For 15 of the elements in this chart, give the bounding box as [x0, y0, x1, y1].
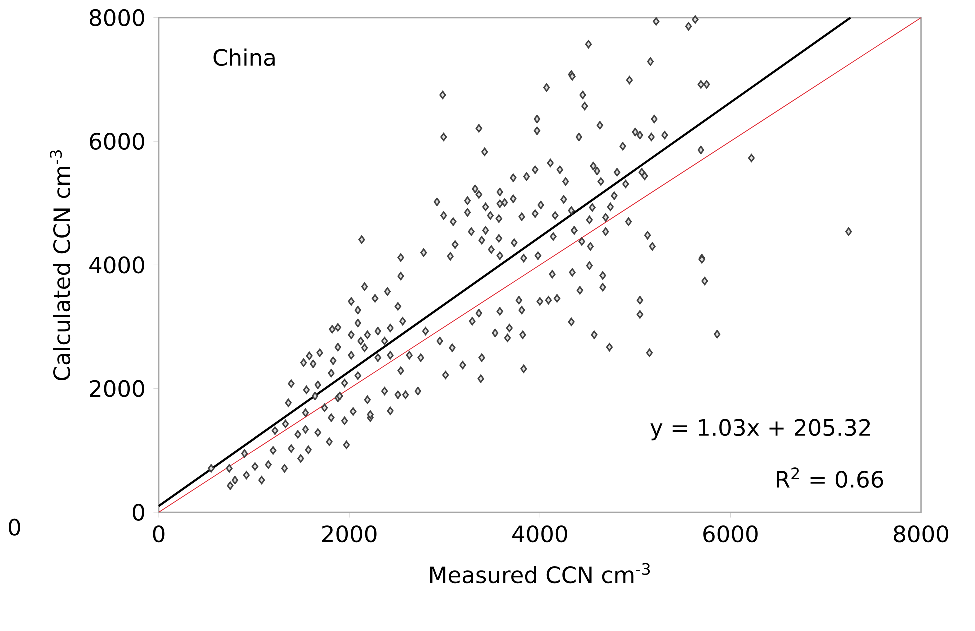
annotation: China [214, 48, 275, 66]
annotation: y = 1.03x + 205.32 [650, 419, 870, 441]
y-tick-label: 6000 [90, 133, 144, 150]
y-axis-title: Calculated CCN cm$^{-3}$ [50, 150, 71, 381]
y-tick-label: 4000 [90, 256, 144, 274]
x-tick-label: 0 [153, 526, 165, 543]
y-tick-label: 2000 [90, 380, 144, 398]
x-axis-title: Measured CCN cm$^{-3}$ [430, 563, 650, 584]
annotation: R$^{2}$ = 0.66 [777, 468, 884, 488]
x-tick-label: 2000 [322, 526, 377, 543]
y-tick-label: 8000 [90, 9, 144, 26]
x-tick-label: 6000 [704, 526, 758, 543]
x-tick-label: 4000 [512, 526, 568, 543]
y-tick-label: 0 [133, 504, 144, 522]
x-tick-label: 8000 [894, 526, 948, 543]
